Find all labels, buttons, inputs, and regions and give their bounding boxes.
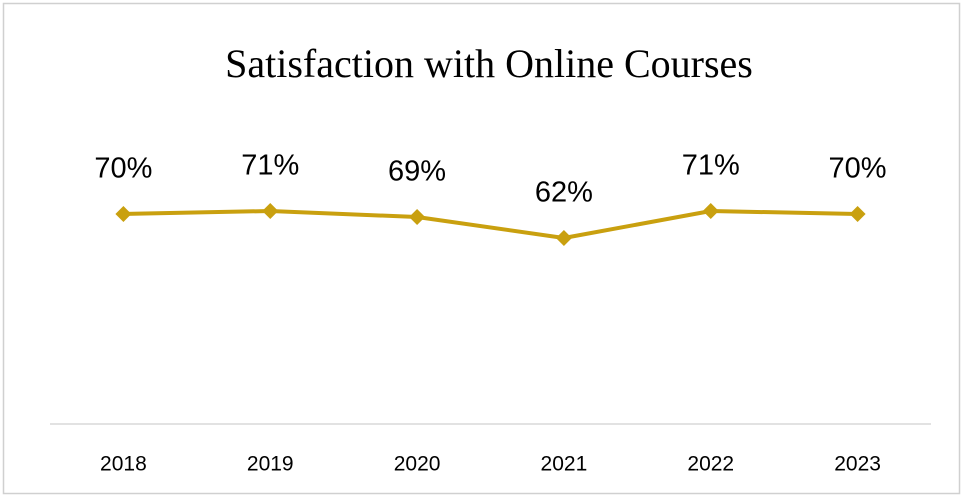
data-label: 70%	[829, 153, 887, 185]
x-tick-label: 2022	[687, 453, 734, 476]
data-label: 69%	[388, 156, 446, 188]
data-label: 71%	[241, 150, 299, 182]
x-tick-label: 2018	[100, 453, 147, 476]
point-marker	[115, 206, 132, 222]
point-marker	[262, 203, 279, 219]
x-tick-label: 2023	[834, 453, 881, 476]
chart-title: Satisfaction with Online Courses	[225, 41, 753, 86]
point-marker	[849, 206, 866, 222]
data-label: 62%	[535, 177, 593, 209]
x-tick-label: 2020	[394, 453, 441, 476]
point-marker	[555, 230, 572, 246]
x-tick-label: 2019	[247, 453, 294, 476]
x-tick-label: 2021	[541, 453, 588, 476]
point-marker	[702, 203, 719, 219]
data-label: 71%	[682, 150, 740, 182]
series-line	[123, 209, 858, 240]
data-label: 70%	[94, 153, 152, 185]
point-marker	[409, 209, 426, 225]
